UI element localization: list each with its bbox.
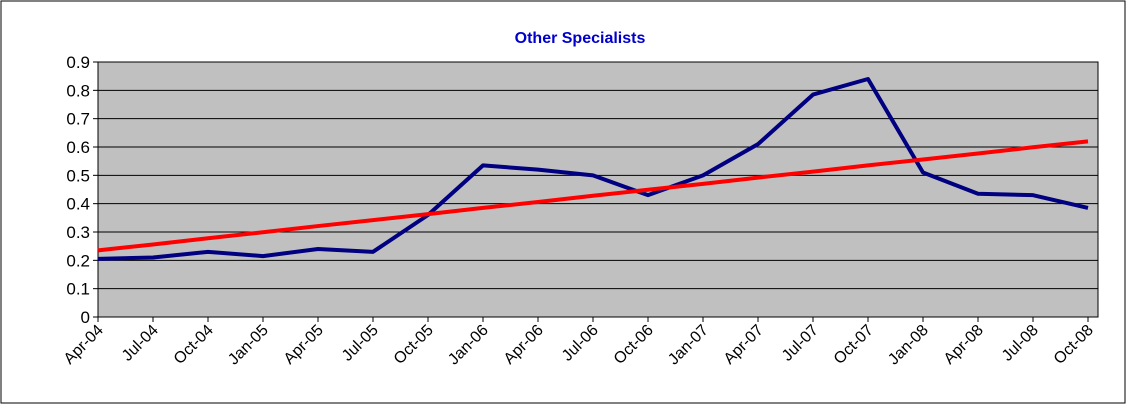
series-line	[97, 77, 1089, 261]
y-tick-label: 0.3	[66, 223, 90, 242]
y-tick-label: 0.9	[66, 53, 90, 72]
y-tick-label: 0.2	[66, 251, 90, 270]
chart-title: Other Specialists	[515, 30, 646, 47]
y-tick-label: 0.4	[66, 195, 90, 214]
y-tick-label: 0.7	[66, 110, 90, 129]
plot-area	[97, 61, 1099, 318]
y-tick-label: 0	[81, 308, 90, 327]
y-tick-label: 0.5	[66, 166, 90, 185]
y-tick-label: 0.1	[66, 280, 90, 299]
y-tick-label: 0.6	[66, 138, 90, 157]
series-line	[97, 139, 1089, 253]
y-tick-label: 0.8	[66, 81, 90, 100]
